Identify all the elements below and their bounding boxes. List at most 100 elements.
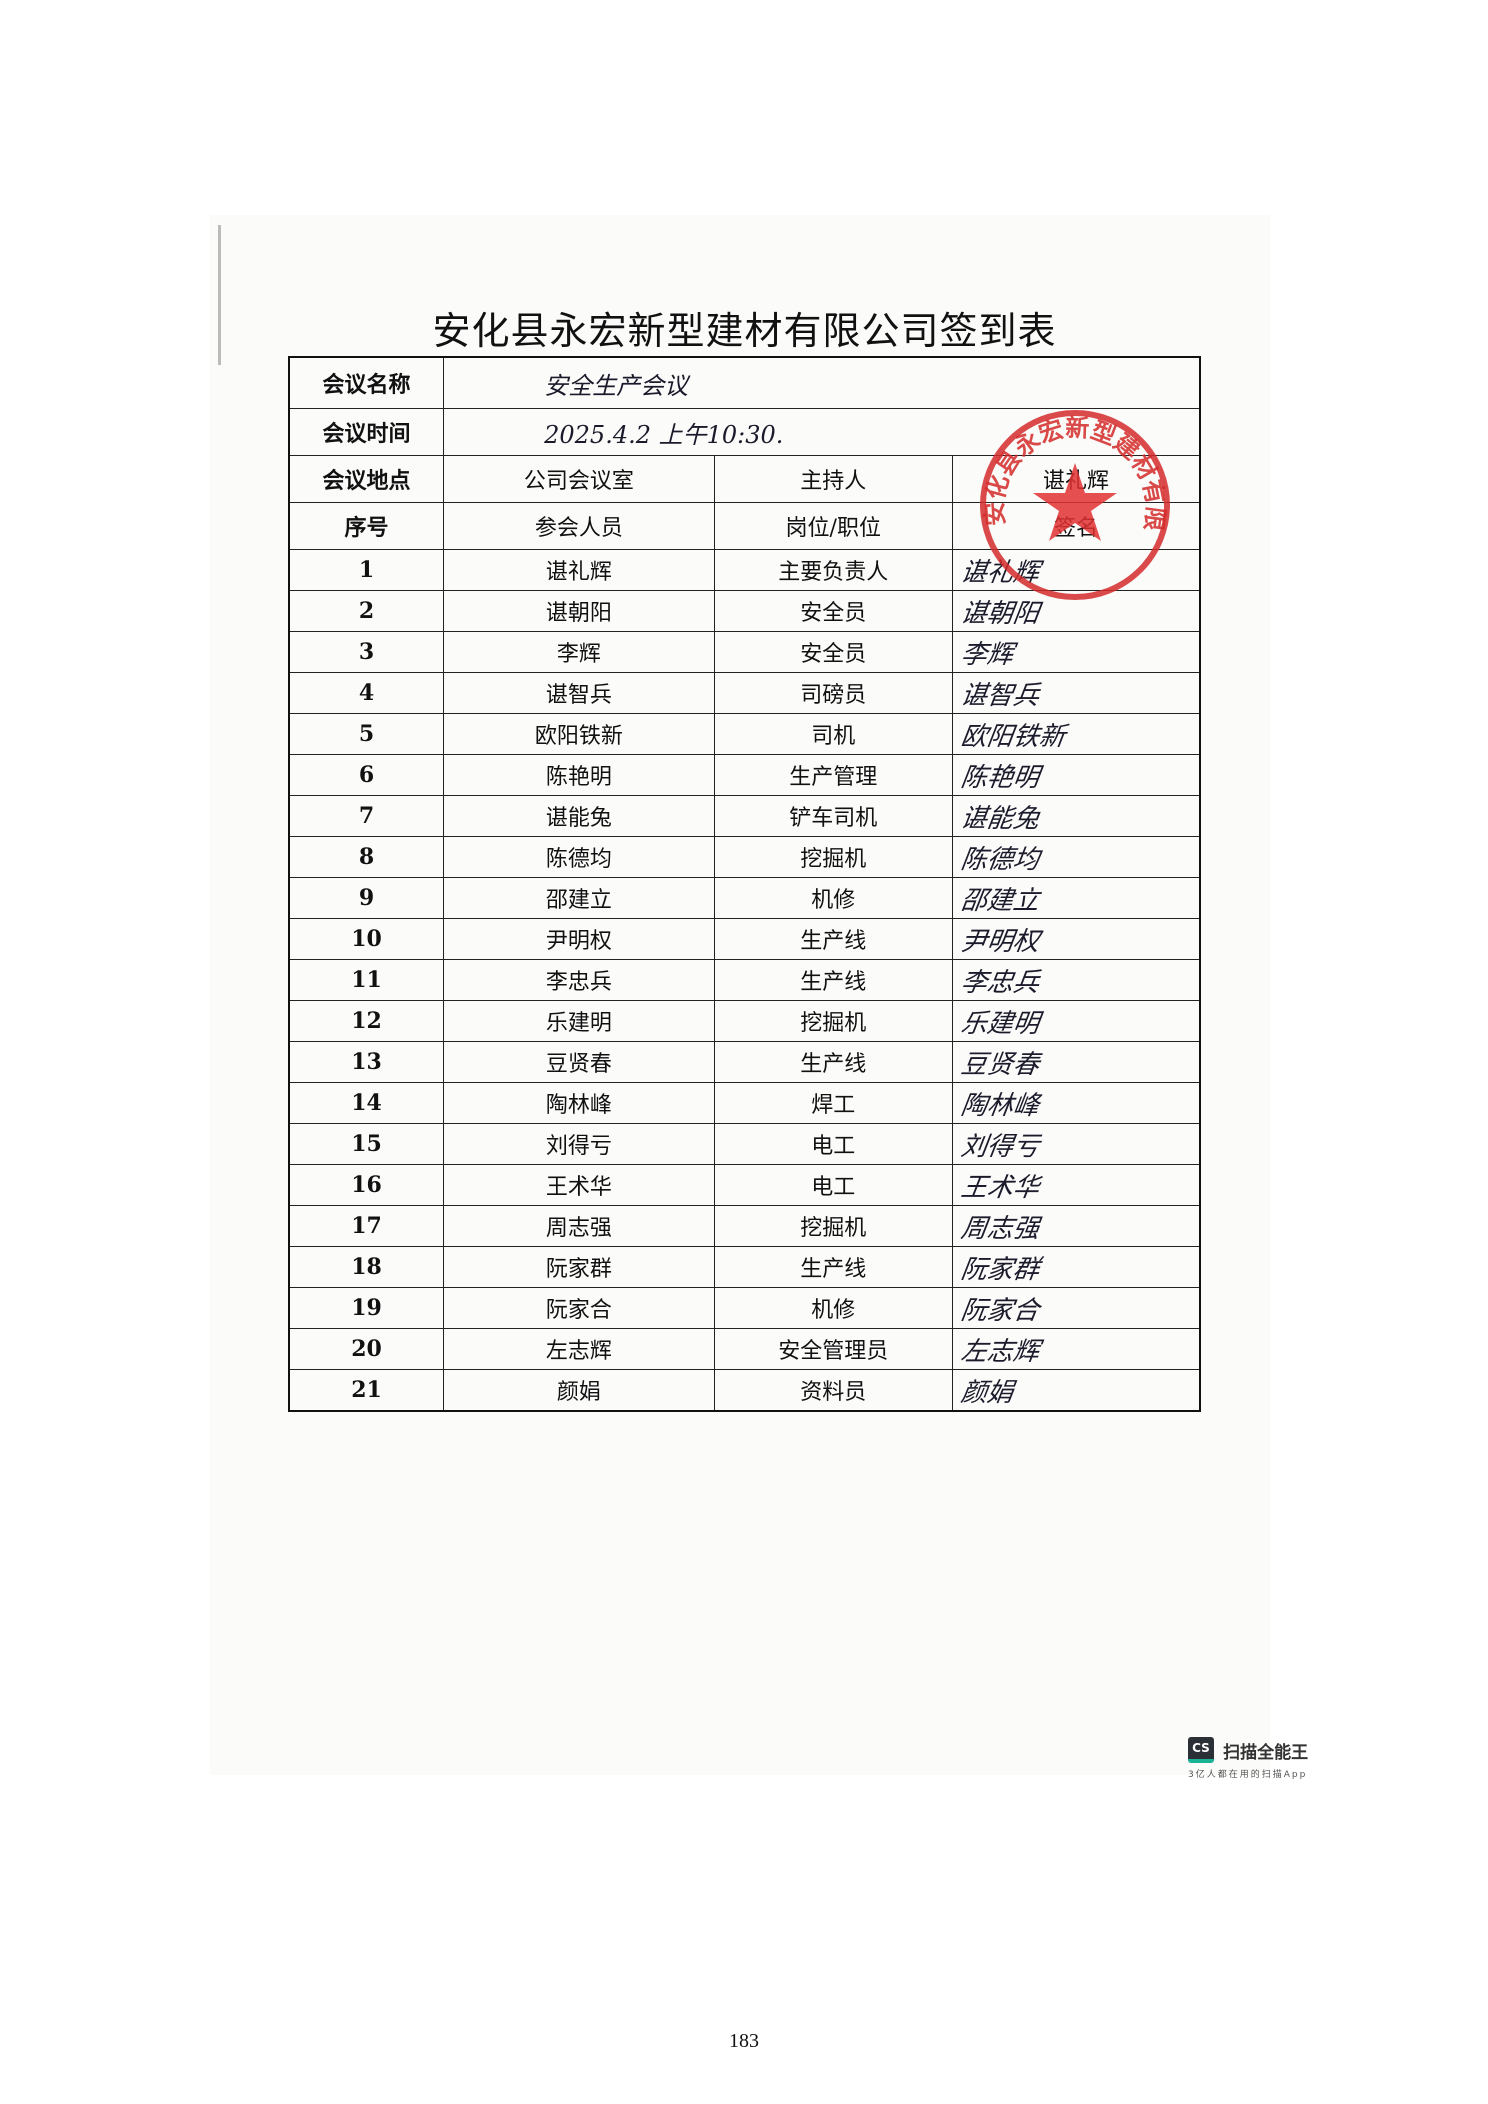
attendee-role: 安全管理员	[713, 1328, 954, 1370]
row-number: 17	[288, 1205, 445, 1247]
attendee-role: 生产管理	[713, 754, 954, 796]
attendee-name: 谌礼辉	[443, 549, 715, 591]
signature: 乐建明	[949, 1000, 1203, 1042]
row-number: 9	[288, 877, 445, 919]
signature: 左志辉	[949, 1328, 1203, 1370]
table-row: 17 周志强 挖掘机 周志强	[288, 1205, 1203, 1247]
table-row: 8 陈德均 挖掘机 陈德均	[288, 836, 1203, 878]
signature: 陈德均	[949, 836, 1203, 878]
meeting-time-label: 会议时间	[288, 408, 445, 456]
attendee-role: 司磅员	[713, 672, 954, 714]
row-number: 20	[288, 1328, 445, 1370]
table-row: 3 李辉 安全员 李辉	[288, 631, 1203, 673]
attendee-name: 乐建明	[443, 1000, 715, 1042]
attendee-name: 刘得亏	[443, 1123, 715, 1165]
attendee-name: 阮家合	[443, 1287, 715, 1329]
signature: 谌礼辉	[949, 549, 1203, 591]
table-row: 20 左志辉 安全管理员 左志辉	[288, 1328, 1203, 1370]
table-row: 13 豆贤春 生产线 豆贤春	[288, 1041, 1203, 1083]
col-header-role: 岗位/职位	[713, 502, 954, 550]
table-row: 5 欧阳铁新 司机 欧阳铁新	[288, 713, 1203, 755]
table-row: 19 阮家合 机修 阮家合	[288, 1287, 1203, 1329]
attendee-role: 安全员	[713, 590, 954, 632]
table-row: 16 王术华 电工 王术华	[288, 1164, 1203, 1206]
attendee-role: 机修	[713, 877, 954, 919]
host-value: 谌礼辉	[952, 455, 1201, 503]
signature: 阮家合	[949, 1287, 1203, 1329]
document-title: 安化县永宏新型建材有限公司签到表	[432, 309, 1057, 353]
row-number: 18	[288, 1246, 445, 1288]
watermark-slogan: 3亿人都在用的扫描App	[1188, 1770, 1308, 1780]
row-number: 14	[288, 1082, 445, 1124]
row-number: 19	[288, 1287, 445, 1329]
signature: 刘得亏	[949, 1123, 1203, 1165]
attendee-role: 生产线	[713, 1246, 954, 1288]
attendee-name: 周志强	[443, 1205, 715, 1247]
row-number: 21	[288, 1369, 445, 1412]
table-row: 4 谌智兵 司磅员 谌智兵	[288, 672, 1203, 714]
row-number: 6	[288, 754, 445, 796]
meeting-name-label: 会议名称	[288, 356, 445, 409]
attendee-name: 谌智兵	[443, 672, 715, 714]
row-number: 7	[288, 795, 445, 837]
row-number: 8	[288, 836, 445, 878]
row-number: 15	[288, 1123, 445, 1165]
scan-edge	[218, 225, 221, 365]
attendee-role: 生产线	[713, 959, 954, 1001]
table-row: 10 尹明权 生产线 尹明权	[288, 918, 1203, 960]
table-row: 9 邵建立 机修 邵建立	[288, 877, 1203, 919]
attendee-name: 王术华	[443, 1164, 715, 1206]
attendee-name: 左志辉	[443, 1328, 715, 1370]
attendee-role: 电工	[713, 1164, 954, 1206]
meeting-name-row: 会议名称 安全生产会议	[288, 356, 1201, 409]
table-row: 7 谌能兔 铲车司机 谌能兔	[288, 795, 1203, 837]
signature: 周志强	[949, 1205, 1203, 1247]
attendee-role: 司机	[713, 713, 954, 755]
meeting-place-row: 会议地点 公司会议室 主持人 谌礼辉	[288, 455, 1201, 503]
attendee-role: 挖掘机	[713, 836, 954, 878]
row-number: 3	[288, 631, 445, 673]
attendee-role: 主要负责人	[713, 549, 954, 591]
table-row: 14 陶林峰 焊工 陶林峰	[288, 1082, 1203, 1124]
table-row: 11 李忠兵 生产线 李忠兵	[288, 959, 1203, 1001]
col-header-no: 序号	[288, 502, 445, 550]
signature: 李辉	[949, 631, 1203, 673]
attendee-name: 尹明权	[443, 918, 715, 960]
row-number: 10	[288, 918, 445, 960]
attendee-name: 陶林峰	[443, 1082, 715, 1124]
table-row: 2 谌朝阳 安全员 谌朝阳	[288, 590, 1203, 632]
row-number: 4	[288, 672, 445, 714]
attendee-role: 资料员	[713, 1369, 954, 1412]
host-label: 主持人	[713, 455, 954, 503]
attendee-role: 生产线	[713, 1041, 954, 1083]
signature: 欧阳铁新	[949, 713, 1203, 755]
table-row: 12 乐建明 挖掘机 乐建明	[288, 1000, 1203, 1042]
signature: 谌智兵	[949, 672, 1203, 714]
attendee-role: 挖掘机	[713, 1205, 954, 1247]
signature: 豆贤春	[949, 1041, 1203, 1083]
camscanner-logo-icon: CS	[1188, 1737, 1214, 1763]
row-number: 13	[288, 1041, 445, 1083]
row-number: 2	[288, 590, 445, 632]
signature: 邵建立	[949, 877, 1203, 919]
attendee-name: 陈艳明	[443, 754, 715, 796]
attendee-role: 焊工	[713, 1082, 954, 1124]
attendee-name: 陈德均	[443, 836, 715, 878]
attendee-name: 欧阳铁新	[443, 713, 715, 755]
signature: 陈艳明	[949, 754, 1203, 796]
column-header-row: 序号 参会人员 岗位/职位 签名	[288, 502, 1201, 550]
signature: 尹明权	[949, 918, 1203, 960]
attendee-name: 阮家群	[443, 1246, 715, 1288]
signature: 谌能兔	[949, 795, 1203, 837]
watermark-name: 扫描全能王	[1223, 1742, 1309, 1763]
signature: 李忠兵	[949, 959, 1203, 1001]
attendee-name: 豆贤春	[443, 1041, 715, 1083]
attendee-name: 李辉	[443, 631, 715, 673]
signature: 王术华	[949, 1164, 1203, 1206]
table-row: 6 陈艳明 生产管理 陈艳明	[288, 754, 1203, 796]
attendee-role: 挖掘机	[713, 1000, 954, 1042]
table-row: 1 谌礼辉 主要负责人 谌礼辉	[288, 549, 1203, 591]
signature: 颜娟	[949, 1369, 1203, 1411]
meeting-place-value: 公司会议室	[443, 455, 715, 503]
attendee-name: 李忠兵	[443, 959, 715, 1001]
